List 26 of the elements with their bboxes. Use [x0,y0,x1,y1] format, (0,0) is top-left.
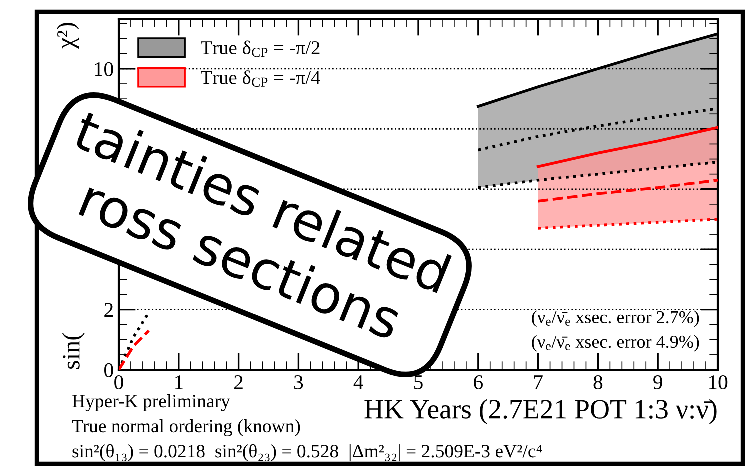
y-tick-label: 2 [104,303,113,318]
x-tick-label: 1 [176,376,183,390]
text: Hyper-K preliminary [72,394,230,412]
legend-label: True δ$_{CP}$ = -π/4 [201,70,320,87]
x-tick-label: 7 [534,376,543,390]
legend-label: True δ$_{CP}$ = -π/2 [201,40,320,58]
text: True normal ordering (known) [72,419,300,437]
x-tick-label: 3 [294,376,304,390]
x-tick-label: 8 [594,375,603,390]
y-tick-label: 10 [95,62,114,76]
x-tick-label: 10 [709,375,728,390]
x-tick-label: 4 [354,376,364,390]
annotation: (ν$_{e}$/ν̄$_{e}$ xsec. error 4.9%) [532,335,700,352]
x-tick-label: 2 [234,376,243,390]
line-series [536,126,718,168]
text: χ²) [56,23,80,49]
y-axis-title: sin( [62,333,85,369]
line-series [536,218,718,230]
x-tick-label: 0 [114,375,124,390]
text: sin²(θ₁₃) = 0.0218 sin²(θ₂₃) = 0.528 |Δm²₃₂| = 2.509E-3 eV²/c⁴ [72,444,542,462]
x-axis-title: HK Years (2.7E21 POT 1:3 ν:ν̄) [364,399,717,424]
y-tick-label: 0 [104,363,114,378]
x-tick-label: 6 [474,376,483,390]
x-tick-label: 9 [654,376,662,390]
annotation: (ν$_{e}$/ν̄$_{e}$ xsec. error 2.7%) [532,310,700,328]
x-tick-label: 5 [414,376,423,390]
